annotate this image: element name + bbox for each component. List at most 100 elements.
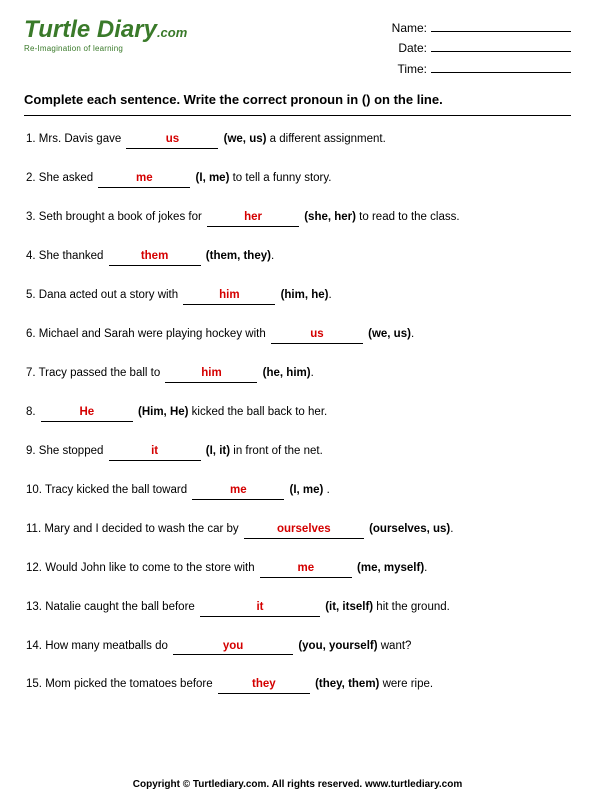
meta-time: Time:: [392, 59, 571, 79]
choices: (we, us): [368, 328, 411, 340]
question-number: 13.: [26, 601, 45, 613]
question-pre: How many meatballs do: [45, 640, 171, 652]
divider: [24, 115, 571, 116]
answer-blank[interactable]: me: [192, 483, 284, 500]
question-row: 15. Mom picked the tomatoes before they …: [26, 677, 569, 694]
question-number: 11.: [26, 523, 44, 535]
question-row: 4. She thanked them (them, they).: [26, 249, 569, 266]
question-post: .: [311, 367, 314, 379]
question-pre: Dana acted out a story with: [39, 289, 182, 301]
answer-blank[interactable]: they: [218, 677, 310, 694]
choices: (it, itself): [325, 601, 373, 613]
question-post: to tell a funny story.: [229, 172, 331, 184]
question-pre: Mrs. Davis gave: [39, 133, 125, 145]
instructions: Complete each sentence. Write the correc…: [24, 91, 571, 109]
choices: (ourselves, us): [369, 523, 450, 535]
question-pre: She asked: [39, 172, 97, 184]
question-post: .: [411, 328, 414, 340]
logo-dotcom: .com: [157, 25, 187, 40]
choices: (she, her): [304, 211, 356, 223]
question-number: 8.: [26, 406, 39, 418]
question-post: .: [271, 250, 274, 262]
logo: Turtle Diary.com Re-Imagination of learn…: [24, 18, 187, 53]
question-row: 14. How many meatballs do you (you, your…: [26, 639, 569, 656]
question-row: 1. Mrs. Davis gave us (we, us) a differe…: [26, 132, 569, 149]
answer-blank[interactable]: him: [165, 366, 257, 383]
footer: Copyright © Turtlediary.com. All rights …: [0, 779, 595, 790]
question-number: 5.: [26, 289, 39, 301]
answer-blank[interactable]: He: [41, 405, 133, 422]
time-line[interactable]: [431, 61, 571, 73]
question-row: 7. Tracy passed the ball to him (he, him…: [26, 366, 569, 383]
answer-blank[interactable]: us: [126, 132, 218, 149]
answer-blank[interactable]: her: [207, 210, 299, 227]
choices: (we, us): [224, 133, 267, 145]
question-number: 9.: [26, 445, 39, 457]
answer-blank[interactable]: him: [183, 288, 275, 305]
question-number: 4.: [26, 250, 39, 262]
question-post: were ripe.: [379, 678, 433, 690]
question-pre: Tracy passed the ball to: [39, 367, 164, 379]
question-pre: Michael and Sarah were playing hockey wi…: [39, 328, 269, 340]
question-pre: She stopped: [39, 445, 107, 457]
date-line[interactable]: [431, 40, 571, 52]
question-row: 3. Seth brought a book of jokes for her …: [26, 210, 569, 227]
question-pre: Natalie caught the ball before: [45, 601, 198, 613]
question-pre: Mom picked the tomatoes before: [45, 678, 216, 690]
question-number: 3.: [26, 211, 39, 223]
question-post: hit the ground.: [373, 601, 450, 613]
logo-text: Turtle Diary: [24, 16, 157, 43]
question-number: 1.: [26, 133, 39, 145]
question-number: 10.: [26, 484, 45, 496]
answer-blank[interactable]: ourselves: [244, 522, 364, 539]
question-row: 5. Dana acted out a story with him (him,…: [26, 288, 569, 305]
question-row: 2. She asked me (I, me) to tell a funny …: [26, 171, 569, 188]
choices: (he, him): [263, 367, 311, 379]
logo-tagline: Re-Imagination of learning: [24, 44, 187, 53]
question-pre: Mary and I decided to wash the car by: [44, 523, 242, 535]
answer-blank[interactable]: me: [260, 561, 352, 578]
question-row: 8. He (Him, He) kicked the ball back to …: [26, 405, 569, 422]
question-post: .: [450, 523, 453, 535]
question-post: kicked the ball back to her.: [188, 406, 327, 418]
answer-blank[interactable]: me: [98, 171, 190, 188]
question-pre: Seth brought a book of jokes for: [39, 211, 205, 223]
answer-blank[interactable]: it: [200, 600, 320, 617]
name-line[interactable]: [431, 20, 571, 32]
meta-name: Name:: [392, 18, 571, 38]
question-post: to read to the class.: [356, 211, 460, 223]
answer-blank[interactable]: us: [271, 327, 363, 344]
question-number: 12.: [26, 562, 45, 574]
choices: (them, they): [206, 250, 271, 262]
choices: (me, myself): [357, 562, 424, 574]
logo-brand: Turtle Diary.com: [24, 18, 187, 42]
question-row: 9. She stopped it (I, it) in front of th…: [26, 444, 569, 461]
question-number: 15.: [26, 678, 45, 690]
choices: (I, me): [196, 172, 230, 184]
choices: (I, it): [206, 445, 230, 457]
question-number: 6.: [26, 328, 39, 340]
meta-fields: Name: Date: Time:: [392, 18, 571, 79]
choices: (him, he): [281, 289, 329, 301]
choices: (they, them): [315, 678, 379, 690]
question-post: .: [323, 484, 329, 496]
meta-date: Date:: [392, 38, 571, 58]
question-number: 2.: [26, 172, 39, 184]
question-post: .: [328, 289, 331, 301]
question-pre: Would John like to come to the store wit…: [45, 562, 258, 574]
question-pre: Tracy kicked the ball toward: [45, 484, 190, 496]
header: Turtle Diary.com Re-Imagination of learn…: [24, 18, 571, 79]
question-post: want?: [378, 640, 412, 652]
answer-blank[interactable]: you: [173, 639, 293, 656]
question-post: .: [424, 562, 427, 574]
question-list: 1. Mrs. Davis gave us (we, us) a differe…: [24, 132, 571, 694]
answer-blank[interactable]: it: [109, 444, 201, 461]
question-row: 13. Natalie caught the ball before it (i…: [26, 600, 569, 617]
choices: (I, me): [290, 484, 324, 496]
question-row: 12. Would John like to come to the store…: [26, 561, 569, 578]
question-post: a different assignment.: [266, 133, 385, 145]
choices: (you, yourself): [298, 640, 377, 652]
question-row: 11. Mary and I decided to wash the car b…: [26, 522, 569, 539]
question-pre: She thanked: [39, 250, 107, 262]
answer-blank[interactable]: them: [109, 249, 201, 266]
